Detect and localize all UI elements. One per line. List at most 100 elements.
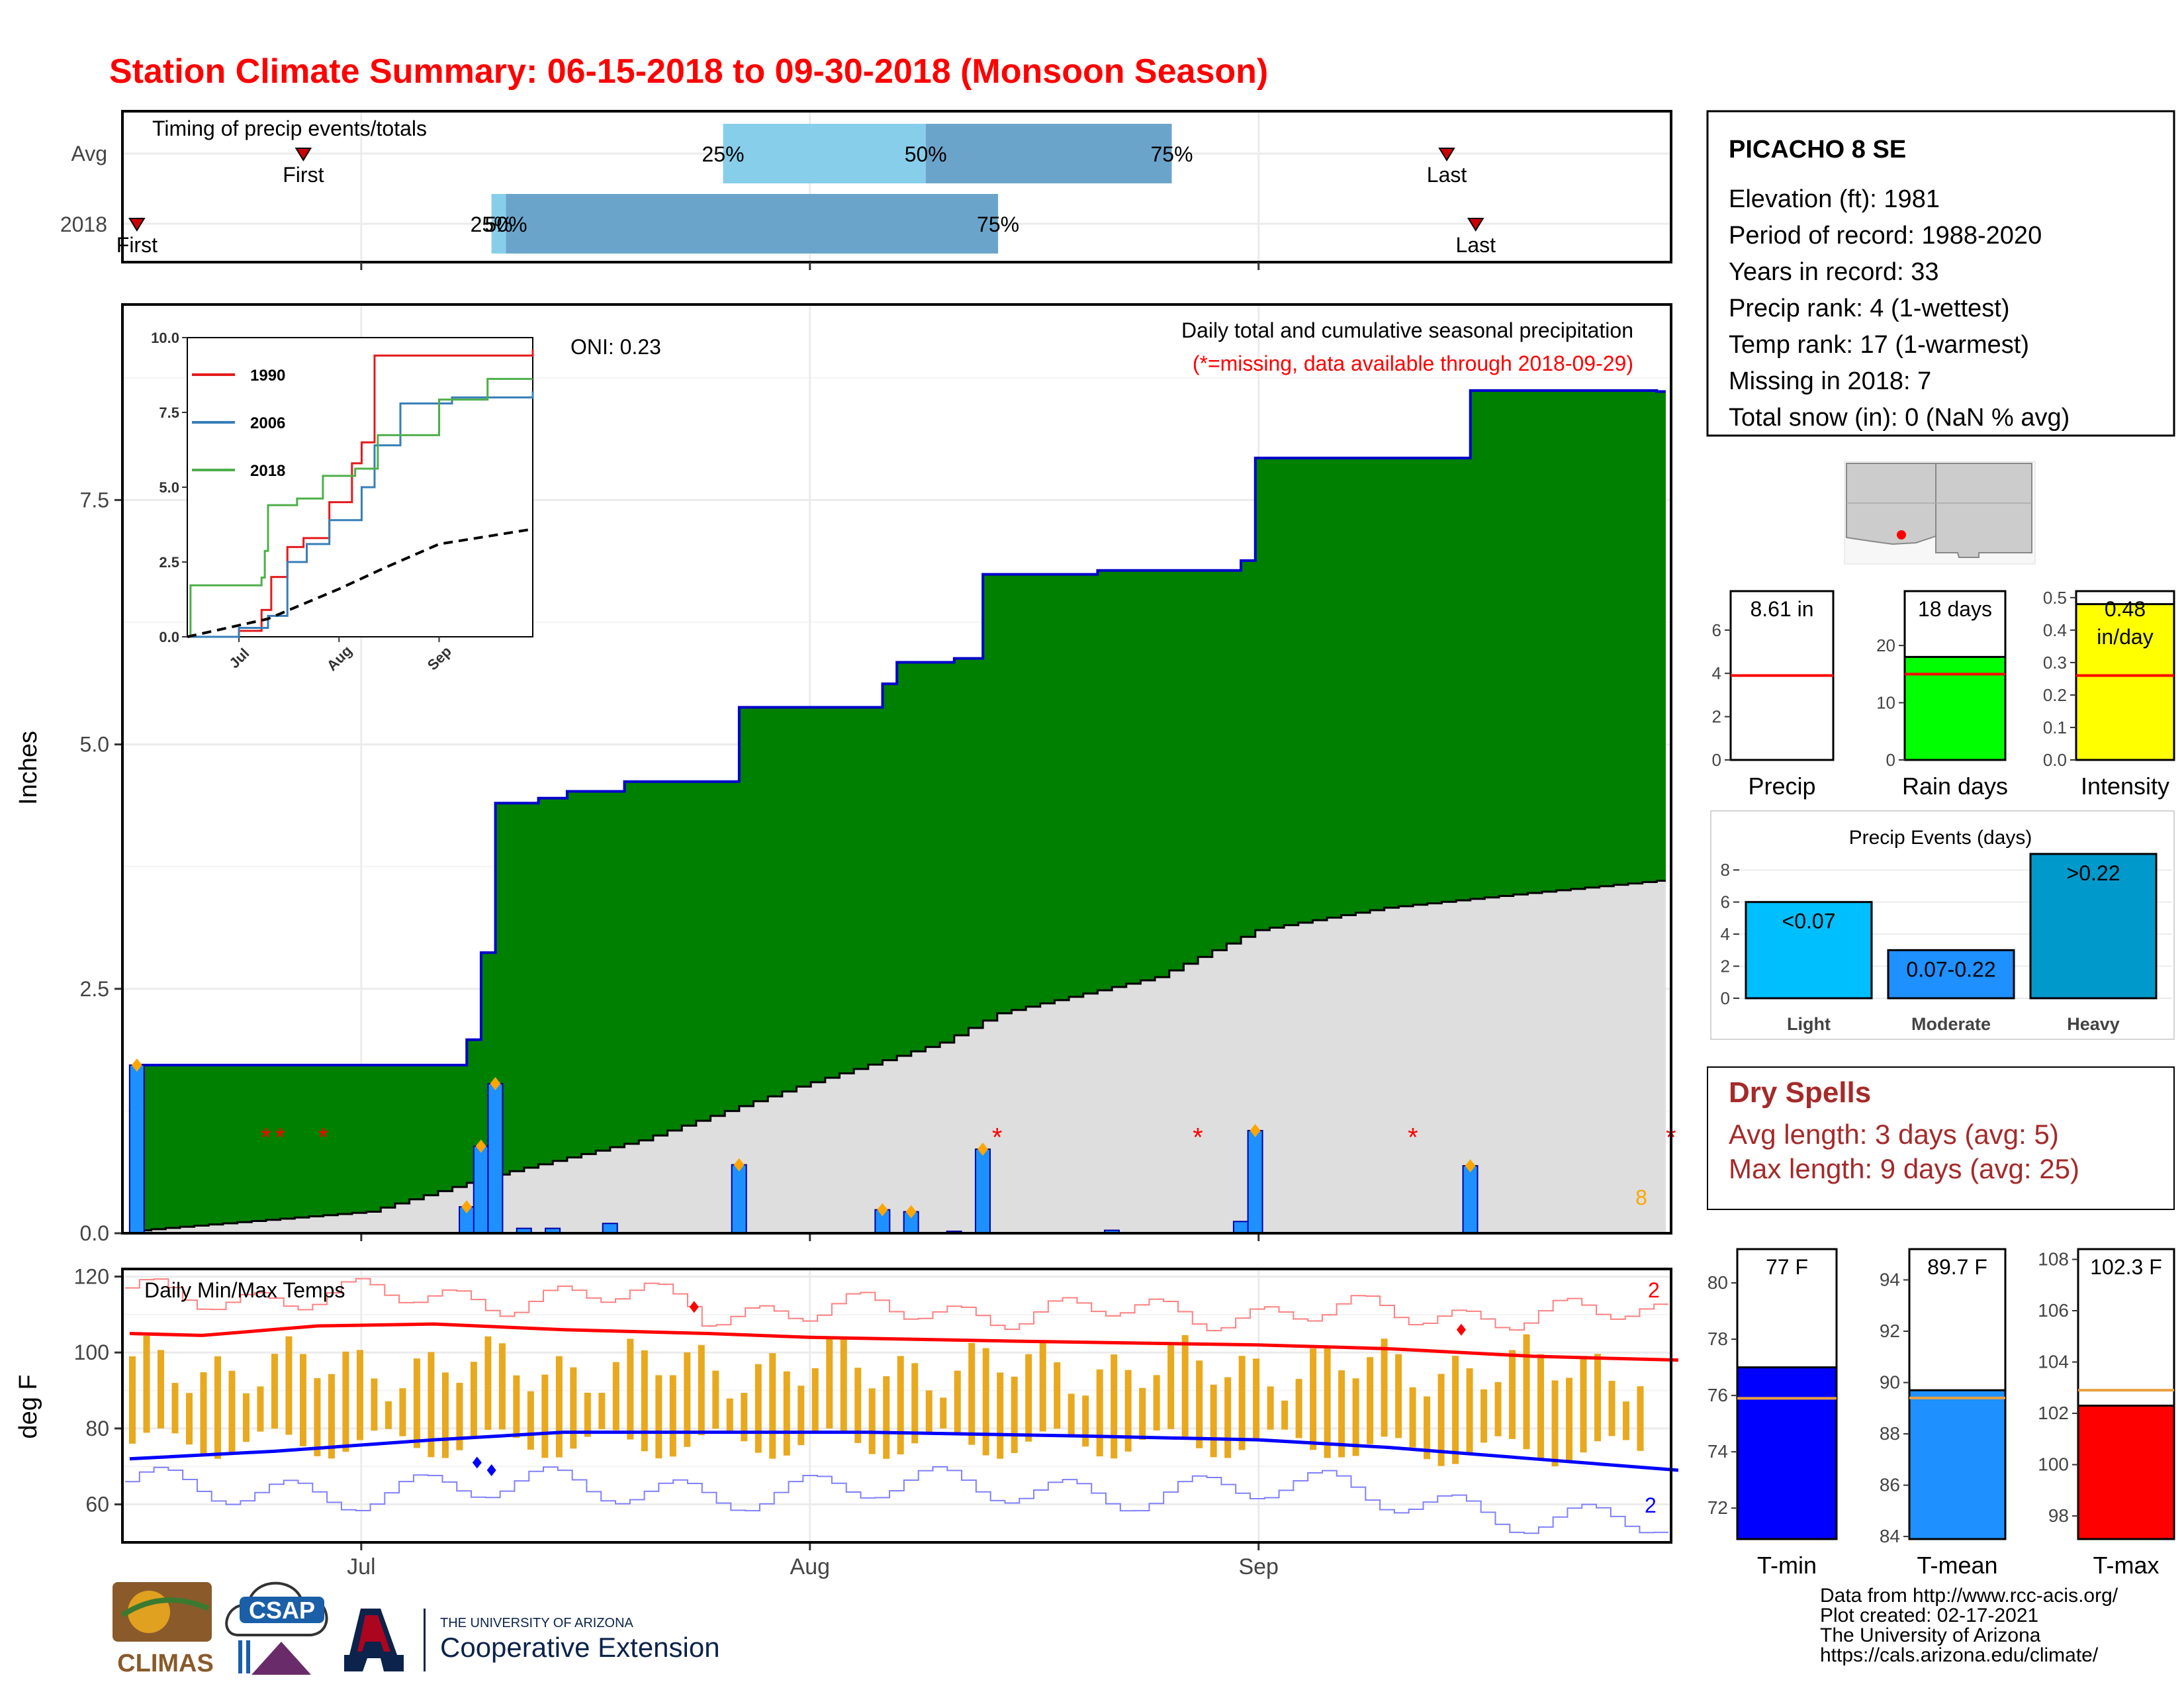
daily-temp-range-bar bbox=[1381, 1338, 1388, 1437]
oni-label: ONI: 0.23 bbox=[570, 335, 661, 359]
daily-temp-range-bar bbox=[1039, 1340, 1046, 1432]
daily-temp-range-bar bbox=[769, 1353, 776, 1459]
daily-temp-range-bar bbox=[1424, 1396, 1431, 1460]
intensity-summary-value-unit: in/day bbox=[2097, 625, 2153, 649]
timing-title: Timing of precip events/totals bbox=[152, 117, 427, 140]
daily-temp-range-bar bbox=[655, 1375, 662, 1459]
daily-temp-range-bar bbox=[1253, 1358, 1260, 1438]
daily-temp-range-bar bbox=[484, 1336, 492, 1430]
daily-temp-range-bar bbox=[954, 1370, 961, 1434]
tmin-summary-value-bar bbox=[1736, 1366, 1838, 1540]
daily-precip-bar bbox=[974, 1148, 991, 1234]
dry-spells-title: Dry Spells bbox=[1729, 1076, 1871, 1109]
daily-temp-range-bar bbox=[185, 1393, 193, 1445]
daily-precip-marker bbox=[877, 1203, 888, 1217]
inset-ytick-label: 0.0 bbox=[159, 629, 179, 645]
intensity-summary-ytick-label: 0.3 bbox=[2043, 653, 2067, 673]
daily-temp-range-bar bbox=[982, 1348, 989, 1456]
daily-temp-range-bar bbox=[726, 1398, 733, 1432]
tmax-summary-ytick-label: 106 bbox=[2038, 1300, 2069, 1321]
footer-data-source: Data from http://www.rcc-acis.org/ bbox=[1820, 1585, 2118, 1607]
raindays-summary-ytick-label: 10 bbox=[1876, 693, 1895, 713]
daily-temp-range-bar bbox=[712, 1370, 719, 1429]
temp-xtick-label: Jul bbox=[347, 1554, 375, 1579]
daily-temp-range-bar bbox=[328, 1374, 335, 1459]
inset-frame bbox=[187, 337, 533, 637]
temp-xtick-label: Aug bbox=[790, 1554, 831, 1579]
daily-temp-range-bar bbox=[399, 1388, 406, 1436]
record-high-line bbox=[125, 1278, 1668, 1332]
2018-p50-p75-bar bbox=[506, 194, 999, 254]
daily-temp-range-bar bbox=[940, 1397, 947, 1429]
timing-p75-label: 75% bbox=[1150, 142, 1193, 166]
daily-temp-range-bar bbox=[157, 1350, 164, 1429]
events-ytick-label: 4 bbox=[1721, 924, 1730, 944]
daily-precip-bar bbox=[473, 1145, 489, 1234]
avg-p50-p75-bar bbox=[925, 124, 1172, 183]
daily-temp-range-bar bbox=[1167, 1343, 1175, 1429]
tmean-summary-ytick-label: 92 bbox=[1880, 1321, 1900, 1341]
daily-temp-range-bar bbox=[1523, 1334, 1530, 1450]
daily-temp-range-bar bbox=[1509, 1350, 1516, 1439]
temp-ytick-label: 120 bbox=[74, 1264, 109, 1288]
station-missing: Missing in 2018: 7 bbox=[1729, 367, 1931, 395]
inset-ytick-label: 2.5 bbox=[159, 554, 179, 571]
inset-average-line bbox=[187, 528, 533, 638]
daily-precip-marker bbox=[977, 1142, 988, 1156]
daily-temp-range-bar bbox=[441, 1372, 449, 1458]
inset-ytick-label: 5.0 bbox=[159, 479, 179, 496]
cumulative-precip-line bbox=[136, 389, 1666, 1233]
daily-temp-range-bar bbox=[612, 1362, 619, 1430]
daily-temp-range-bar bbox=[171, 1383, 179, 1434]
daily-temp-range-bar bbox=[1210, 1384, 1217, 1458]
tmax-summary-ytick-label: 102 bbox=[2038, 1403, 2069, 1423]
tmin-summary-ytick-label: 74 bbox=[1707, 1441, 1728, 1462]
daily-temp-range-bar bbox=[498, 1343, 506, 1430]
daily-temp-range-bar bbox=[1310, 1348, 1317, 1450]
2018-p25-p50-bar bbox=[491, 194, 506, 254]
tmax-summary-value-label: 102.3 F bbox=[2090, 1255, 2162, 1279]
precip-summary-ytick-label: 0 bbox=[1712, 750, 1721, 770]
precip-summary-label: Precip bbox=[1748, 773, 1815, 800]
daily-temp-range-bar bbox=[1494, 1382, 1502, 1436]
precip-summary-ytick-label: 2 bbox=[1712, 707, 1721, 727]
events-bar-label: <0.07 bbox=[1782, 910, 1836, 933]
daily-temp-range-bar bbox=[1608, 1381, 1615, 1436]
precip-ytick-label: 2.5 bbox=[80, 977, 109, 1001]
daily-temp-range-bar bbox=[1068, 1393, 1075, 1435]
daily-temp-range-bar bbox=[1452, 1356, 1459, 1464]
timing-p25-label: 25% bbox=[702, 142, 745, 166]
station-location-dot bbox=[1897, 530, 1906, 539]
timing-last-marker bbox=[1467, 218, 1484, 232]
daily-temp-range-bar bbox=[1153, 1375, 1160, 1430]
raindays-summary-label: Rain days bbox=[1902, 773, 2008, 800]
temp-ytick-label: 60 bbox=[85, 1493, 109, 1517]
tmin-summary-value-label: 77 F bbox=[1766, 1255, 1808, 1279]
events-ytick-label: 8 bbox=[1721, 860, 1730, 880]
daily-precip-bar bbox=[602, 1223, 618, 1234]
tmax-summary-value-bar bbox=[2077, 1404, 2175, 1540]
daily-temp-range-bar bbox=[1594, 1354, 1602, 1442]
precip-panel: 0.02.55.07.5* * * * * * * Inches ONI: 0.23 Dai… bbox=[15, 303, 1676, 1245]
daily-precip-marker bbox=[461, 1200, 473, 1214]
tmean-summary-label: T-mean bbox=[1917, 1552, 1997, 1579]
daily-temp-range-bar bbox=[797, 1385, 805, 1446]
location-map bbox=[1844, 461, 2036, 565]
temp-ylabel: deg F bbox=[15, 1374, 42, 1438]
daily-temp-range-bar bbox=[1181, 1335, 1189, 1437]
station-precip-rank: Precip rank: 4 (1-wettest) bbox=[1729, 295, 2009, 322]
footer-plot-created: Plot created: 02-17-2021 bbox=[1820, 1605, 2038, 1626]
daily-temp-range-bar bbox=[1409, 1387, 1416, 1448]
inset-legend-label: 2006 bbox=[250, 414, 285, 432]
record-day-marker bbox=[1456, 1323, 1466, 1336]
daily-temp-range-bar bbox=[1367, 1357, 1374, 1444]
raindays-summary-ytick-label: 0 bbox=[1886, 750, 1895, 770]
daily-temp-range-bar bbox=[470, 1362, 477, 1438]
daily-precip-marker bbox=[1250, 1123, 1261, 1137]
temp-title: Daily Min/Max Temps bbox=[144, 1278, 345, 1302]
daily-temp-range-bar bbox=[641, 1350, 648, 1452]
daily-temp-range-bar bbox=[1395, 1354, 1402, 1438]
daily-temp-range-bar bbox=[1096, 1369, 1103, 1457]
daily-temp-range-bar bbox=[598, 1392, 606, 1429]
ua-logo: THE UNIVERSITY OF ARIZONA Cooperative Ex… bbox=[344, 1609, 720, 1671]
